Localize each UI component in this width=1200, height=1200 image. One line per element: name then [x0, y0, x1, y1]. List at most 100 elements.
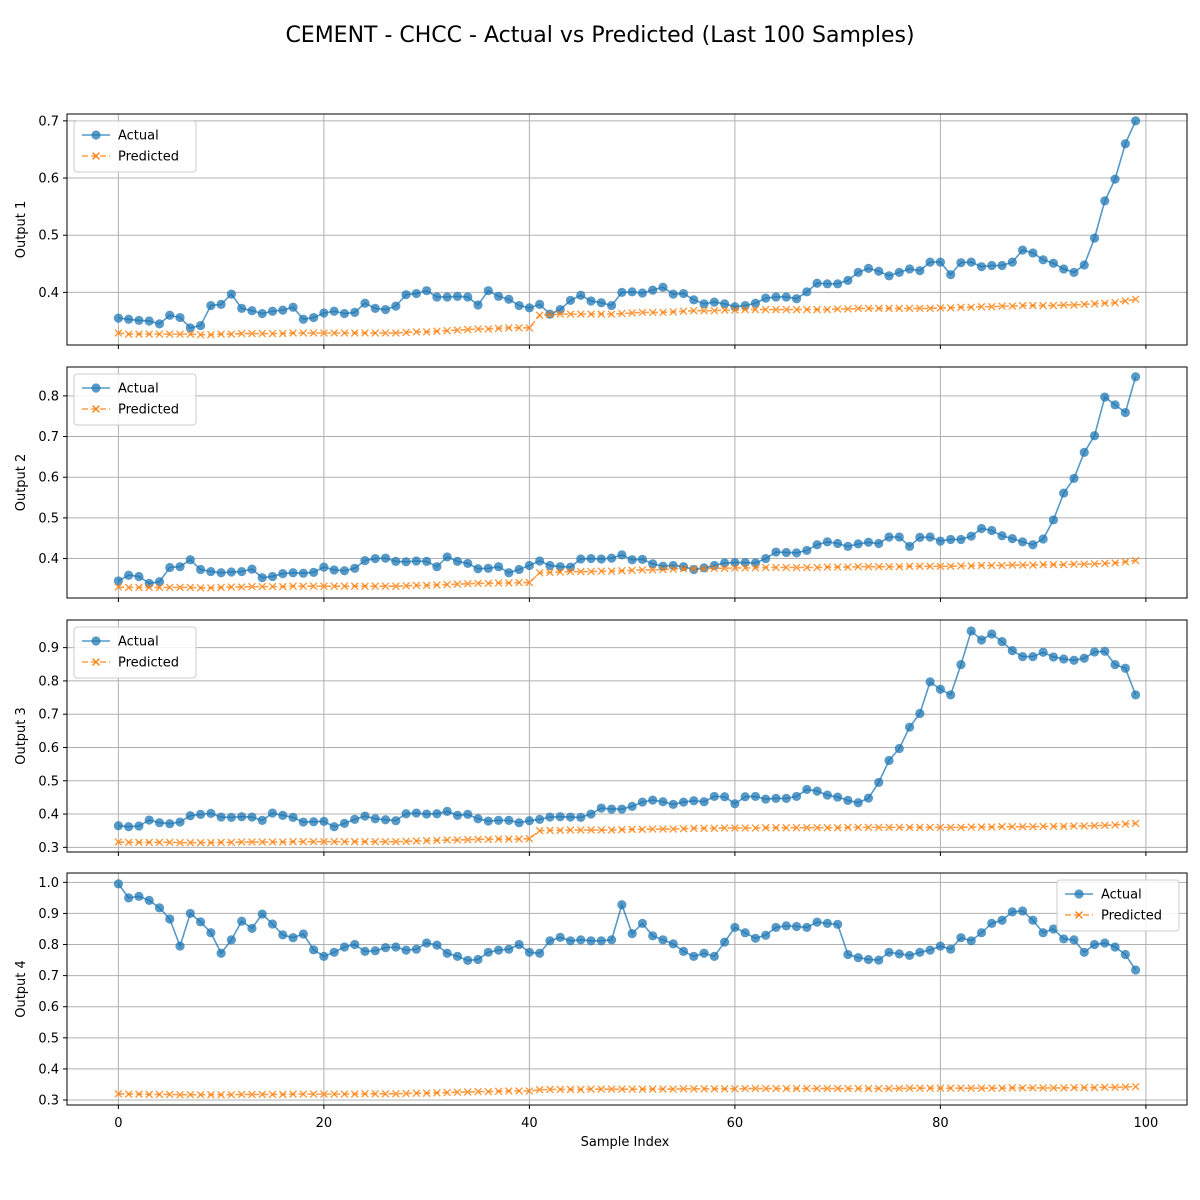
data-point	[699, 948, 709, 958]
data-point	[781, 547, 791, 558]
data-point	[319, 308, 329, 318]
data-point	[905, 823, 914, 832]
data-point	[422, 581, 431, 590]
data-point	[658, 282, 668, 292]
series-predicted	[114, 556, 1140, 592]
data-point	[1121, 1083, 1130, 1091]
x-axis-label: Sample Index	[581, 1135, 670, 1150]
data-point	[627, 801, 637, 811]
data-point	[1038, 255, 1048, 265]
data-point	[956, 534, 966, 545]
data-point	[1070, 822, 1078, 830]
data-point	[433, 581, 441, 589]
data-point	[1069, 473, 1079, 484]
data-point	[247, 923, 257, 933]
y-tick-label: 0.5	[38, 511, 59, 526]
data-point	[443, 836, 452, 844]
data-point	[432, 809, 442, 819]
data-point	[617, 550, 627, 560]
data-point	[915, 1084, 924, 1093]
data-point	[154, 903, 165, 913]
data-point	[124, 314, 134, 324]
data-point	[628, 566, 637, 575]
data-point	[452, 291, 463, 301]
data-point	[987, 260, 997, 271]
data-point	[894, 949, 904, 959]
data-point	[802, 287, 812, 297]
data-point	[1008, 302, 1017, 311]
data-point	[524, 303, 534, 313]
legend-marker	[92, 405, 100, 413]
data-point	[278, 838, 287, 846]
data-point	[587, 826, 595, 834]
data-point	[267, 808, 278, 818]
y-tick-label: 0.5	[38, 229, 59, 244]
data-point	[1100, 392, 1110, 402]
data-point	[350, 563, 360, 573]
data-point	[1120, 407, 1130, 418]
data-point	[926, 823, 935, 832]
data-point	[802, 305, 811, 314]
axes-frame	[66, 366, 1188, 599]
data-point	[144, 895, 154, 905]
data-point	[1008, 822, 1017, 831]
data-point	[309, 837, 318, 846]
data-point	[114, 838, 123, 846]
data-point	[1110, 174, 1120, 184]
data-point	[935, 941, 945, 951]
data-point	[155, 838, 164, 847]
data-point	[360, 555, 370, 566]
data-point	[555, 812, 565, 822]
legend-box	[1056, 879, 1180, 932]
data-point	[741, 1084, 750, 1093]
y-tick-label: 0.5	[38, 1031, 59, 1046]
data-point	[237, 1090, 246, 1099]
data-point	[730, 922, 740, 933]
data-point	[185, 908, 195, 919]
data-point	[1090, 821, 1099, 830]
data-point	[998, 822, 1006, 831]
data-point	[340, 329, 349, 337]
data-point	[402, 328, 410, 337]
y-tick-label: 0.9	[38, 907, 59, 922]
data-point	[257, 308, 267, 319]
data-point	[833, 1084, 842, 1093]
data-point	[514, 818, 524, 828]
data-point	[380, 815, 391, 825]
data-point	[1100, 196, 1110, 206]
data-point	[648, 825, 657, 833]
data-point	[504, 568, 514, 578]
data-point	[894, 267, 904, 277]
y-axis-label: Output 4	[14, 960, 29, 1018]
data-point	[822, 279, 832, 289]
data-point	[237, 916, 247, 926]
data-point	[288, 302, 298, 312]
data-point	[504, 815, 514, 825]
data-point	[904, 264, 915, 274]
data-point	[135, 330, 143, 339]
data-point	[596, 936, 606, 946]
data-point	[596, 803, 606, 813]
data-point	[330, 1090, 339, 1099]
data-point	[515, 323, 524, 332]
data-point	[401, 809, 411, 819]
data-point	[494, 1087, 503, 1096]
data-point	[894, 743, 904, 754]
data-point	[289, 837, 297, 846]
data-point	[761, 305, 770, 314]
data-point	[360, 811, 370, 821]
data-point	[874, 266, 884, 276]
data-point	[946, 562, 955, 571]
data-point	[237, 329, 246, 338]
y-axis-label: Output 1	[14, 201, 29, 259]
y-tick-label: 0.4	[38, 552, 59, 567]
data-point	[248, 1090, 256, 1099]
data-point	[679, 1084, 688, 1093]
data-point	[278, 305, 288, 315]
data-point	[730, 302, 740, 312]
data-point	[525, 834, 534, 843]
data-point	[1079, 260, 1089, 270]
data-point	[319, 951, 329, 961]
data-point	[987, 1084, 996, 1093]
